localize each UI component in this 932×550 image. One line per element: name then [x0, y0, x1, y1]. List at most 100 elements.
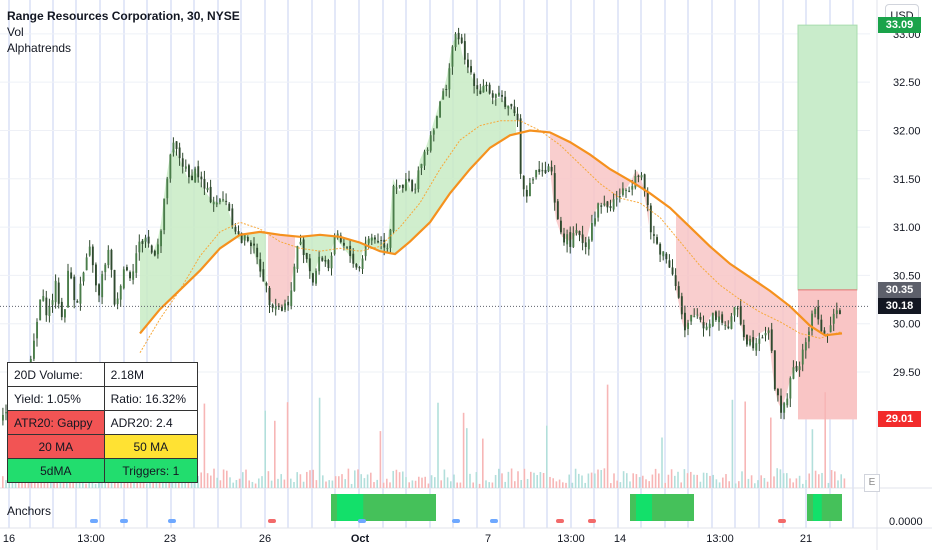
stats-table: 20D Volume: 2.18M Yield: 1.05% Ratio: 16…	[7, 362, 199, 483]
legend-alphatrends[interactable]: Alphatrends	[7, 41, 72, 55]
candle-body	[64, 309, 66, 318]
candle-body	[668, 260, 671, 268]
volume-bar	[693, 474, 695, 488]
anchor-dot	[168, 519, 176, 523]
volume-bar	[731, 399, 734, 488]
candle-body	[659, 243, 662, 255]
last-price-tag: 30.18	[878, 298, 921, 315]
legend-vol[interactable]: Vol	[7, 25, 24, 39]
volume-bar	[747, 478, 750, 488]
price-axis[interactable]: 33.0032.5032.0031.5031.0030.5030.0029.50…	[889, 29, 923, 528]
volume-bar	[277, 478, 279, 488]
anchors-pane	[90, 494, 842, 523]
candle-body	[76, 301, 79, 303]
volume-bar	[501, 473, 503, 488]
volume-bar	[744, 401, 746, 488]
candle-body	[54, 280, 57, 303]
candle-body	[631, 186, 634, 190]
candle-body	[752, 337, 755, 349]
anchors-pane-label[interactable]: Anchors	[7, 504, 52, 518]
symbol-title[interactable]: Range Resources Corporation, 30, NYSE	[7, 9, 240, 23]
volume-bar	[235, 479, 238, 488]
volume-bar	[498, 468, 500, 488]
volume-bar	[229, 477, 231, 488]
candle-body	[733, 307, 736, 316]
candle-body	[29, 359, 32, 364]
price-tick-label: 30.50	[893, 270, 921, 282]
candle-body	[736, 308, 739, 310]
volume-bar	[462, 412, 465, 488]
candle-body	[352, 253, 355, 264]
candle-body	[48, 306, 51, 316]
candle-body	[349, 245, 352, 257]
candle-body	[277, 305, 280, 308]
volume-bar	[232, 482, 234, 488]
candle-body	[625, 189, 627, 191]
candle-body	[525, 189, 528, 197]
candle-body	[39, 299, 42, 321]
candle-body	[392, 186, 395, 232]
candle-body	[622, 188, 624, 195]
volume-bar	[366, 474, 369, 488]
candle-body	[157, 244, 159, 255]
candle-body	[135, 253, 138, 273]
candle-body	[795, 365, 798, 371]
candle-body	[708, 323, 711, 329]
volume-bar	[197, 475, 199, 488]
volume-bar	[805, 480, 807, 488]
volume-bar	[414, 480, 417, 488]
volume-bar	[584, 482, 586, 488]
volume-bar	[827, 482, 830, 488]
volume-bar	[603, 468, 606, 488]
volume-bar	[203, 403, 206, 488]
time-tick-label: 26	[259, 533, 271, 545]
earnings-marker[interactable]: E	[864, 474, 880, 492]
yield-cell: Yield: 1.05%	[7, 386, 105, 411]
volume-bar	[261, 476, 263, 488]
volume-bar	[734, 483, 737, 488]
volume-bar	[552, 478, 554, 488]
volume-bar	[840, 474, 842, 488]
volume-bar	[421, 477, 423, 488]
candle-body	[479, 90, 482, 94]
candle-body	[82, 272, 85, 282]
volume-bar	[392, 470, 394, 488]
volume-bar	[453, 474, 455, 488]
candle-body	[746, 334, 748, 345]
volume-bar	[133, 480, 135, 488]
volume-bar	[296, 472, 298, 488]
long-position-tool[interactable]	[797, 24, 858, 420]
volume-bar	[645, 479, 647, 488]
volume-bar	[283, 479, 286, 488]
candle-body	[237, 231, 240, 235]
volume-bar	[510, 468, 513, 488]
candle-body	[73, 276, 76, 301]
time-axis[interactable]: 16 13:00 23 26 Oct 7 13:00 14 13:00 21	[3, 533, 812, 545]
candle-body	[473, 74, 476, 86]
volume-bar	[558, 479, 561, 488]
anchor-dot	[120, 519, 128, 523]
volume-bar	[782, 473, 785, 488]
volume-bar	[638, 477, 641, 488]
volume-bar	[517, 471, 519, 488]
candle-body	[299, 241, 302, 245]
candle-body	[786, 398, 789, 406]
candle-body	[324, 260, 327, 262]
volume-bar	[818, 474, 820, 488]
volume-bar	[696, 474, 698, 488]
volume-bar	[315, 480, 318, 488]
volume-bar	[472, 482, 474, 488]
candle-body	[95, 264, 97, 286]
candle-body	[243, 234, 246, 241]
candle-body	[556, 201, 559, 220]
volume-bar	[8, 482, 10, 488]
volume-bar	[357, 469, 359, 488]
volume-bar	[578, 473, 580, 488]
candle-body	[637, 175, 640, 177]
volume-bar	[613, 473, 615, 488]
volume-bar	[248, 480, 250, 488]
volume-bar	[206, 473, 209, 488]
candle-body	[330, 255, 333, 269]
volume-bar	[430, 475, 433, 488]
